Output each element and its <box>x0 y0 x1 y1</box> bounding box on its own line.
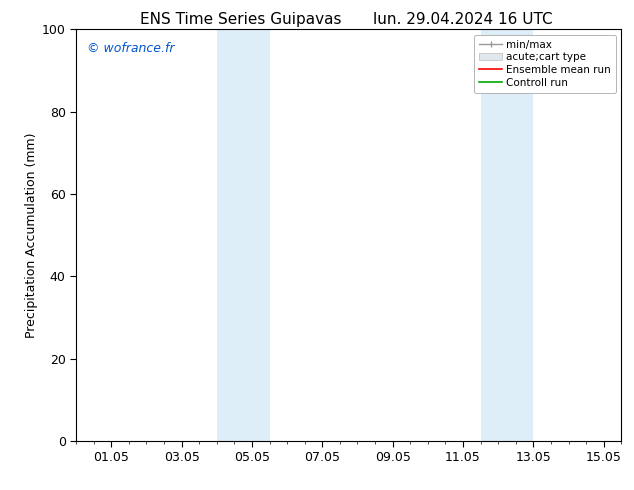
Bar <box>481 29 533 441</box>
Bar <box>217 29 269 441</box>
Text: © wofrance.fr: © wofrance.fr <box>87 42 174 55</box>
Text: ENS Time Series Guipavas: ENS Time Series Guipavas <box>140 12 342 27</box>
Y-axis label: Precipitation Accumulation (mm): Precipitation Accumulation (mm) <box>25 132 37 338</box>
Text: lun. 29.04.2024 16 UTC: lun. 29.04.2024 16 UTC <box>373 12 553 27</box>
Legend: min/max, acute;cart type, Ensemble mean run, Controll run: min/max, acute;cart type, Ensemble mean … <box>474 35 616 93</box>
